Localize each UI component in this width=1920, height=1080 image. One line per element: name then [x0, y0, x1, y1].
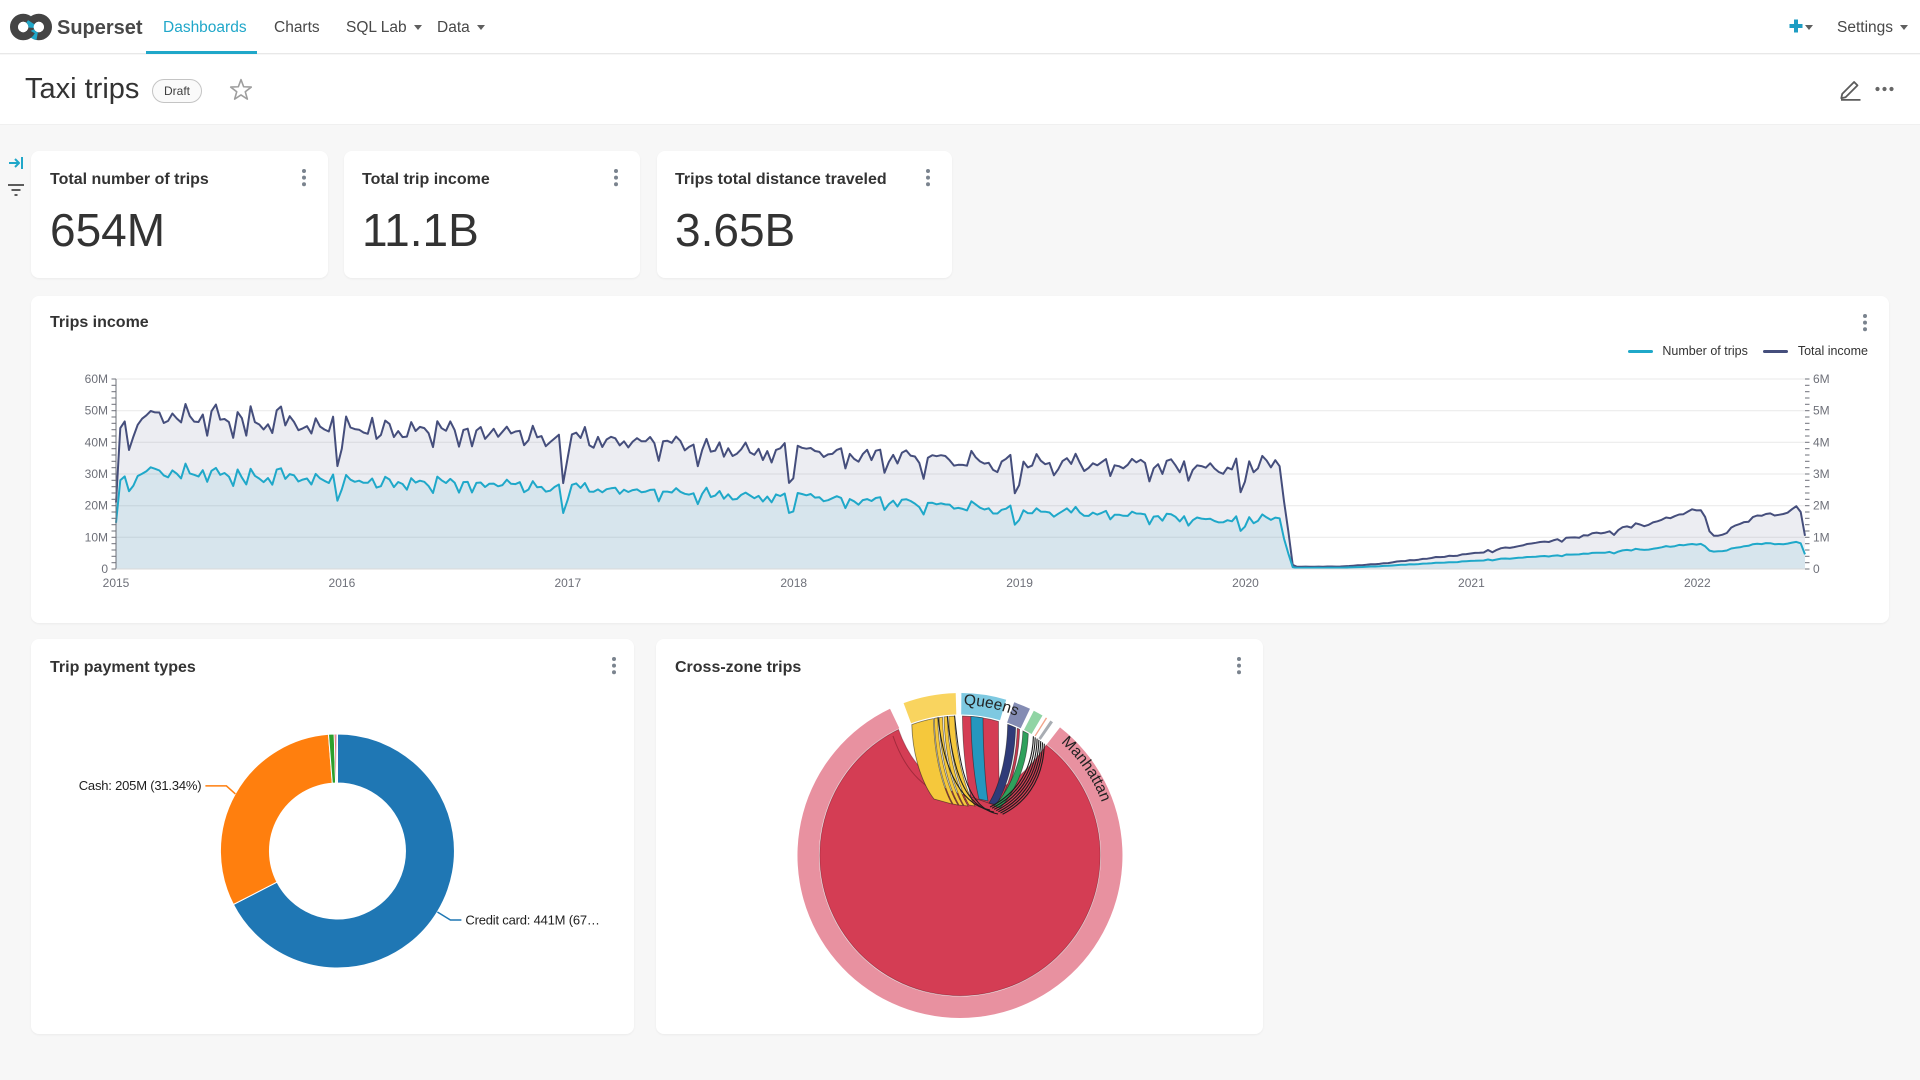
svg-text:2M: 2M	[1813, 499, 1830, 513]
svg-text:20M: 20M	[85, 499, 108, 513]
svg-text:2016: 2016	[329, 576, 356, 590]
svg-text:10M: 10M	[85, 530, 108, 544]
svg-text:0: 0	[101, 562, 108, 576]
svg-text:0: 0	[1813, 562, 1820, 576]
svg-text:50M: 50M	[85, 404, 108, 418]
svg-text:2018: 2018	[780, 576, 807, 590]
svg-text:2022: 2022	[1684, 576, 1711, 590]
svg-text:30M: 30M	[85, 467, 108, 481]
svg-text:6M: 6M	[1813, 372, 1830, 386]
svg-text:Cash: 205M (31.34%): Cash: 205M (31.34%)	[79, 778, 202, 793]
svg-text:2019: 2019	[1006, 576, 1033, 590]
svg-text:2021: 2021	[1458, 576, 1485, 590]
svg-text:3M: 3M	[1813, 467, 1830, 481]
svg-text:4M: 4M	[1813, 435, 1830, 449]
svg-text:Credit card: 441M (67…: Credit card: 441M (67…	[465, 912, 599, 927]
svg-text:40M: 40M	[85, 435, 108, 449]
svg-text:60M: 60M	[85, 372, 108, 386]
svg-text:2017: 2017	[554, 576, 581, 590]
svg-text:2020: 2020	[1232, 576, 1259, 590]
svg-text:1M: 1M	[1813, 530, 1830, 544]
svg-text:2015: 2015	[103, 576, 130, 590]
svg-text:5M: 5M	[1813, 404, 1830, 418]
